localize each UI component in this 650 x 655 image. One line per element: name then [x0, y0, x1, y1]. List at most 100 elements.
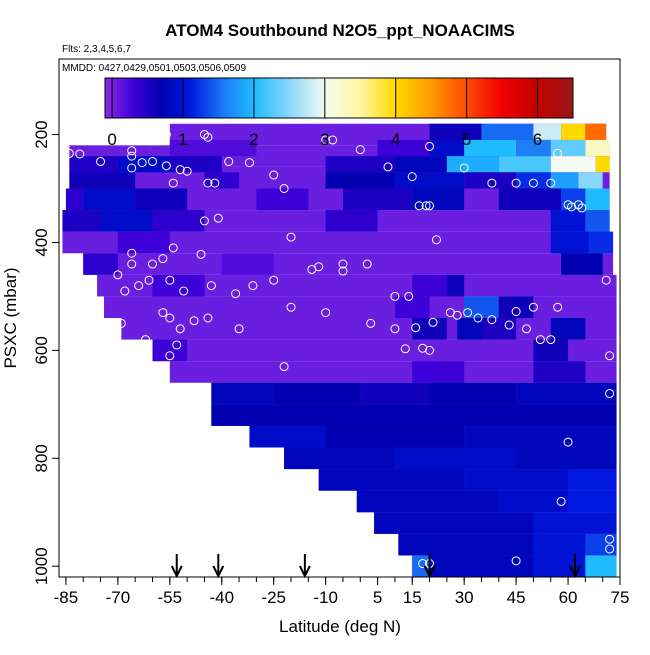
observation-marker [553, 302, 563, 312]
colorbar-tick-label: 0 [107, 130, 116, 149]
observation-marker [504, 320, 514, 330]
flight-arrow [423, 554, 436, 579]
observation-marker [286, 302, 296, 312]
heatmap-cell [169, 139, 257, 157]
heatmap-cell [284, 447, 395, 470]
observation-marker [511, 307, 521, 317]
dates-subtitle: MMDD: 0427,0429,0501,0503,0506,0509 [62, 63, 246, 74]
observation-marker [390, 324, 400, 334]
observation-marker [210, 178, 220, 188]
heatmap-cell [585, 210, 610, 232]
observation-marker [404, 291, 414, 301]
heatmap-cell [398, 533, 534, 556]
observation-marker [487, 315, 497, 325]
observation-marker [179, 286, 189, 296]
x-axis: -85 -70 -55 -40 -25 -10 5 15 30 45 60 75 [54, 577, 629, 607]
x-tick-label: -10 [313, 588, 338, 607]
heatmap-cell [394, 172, 465, 189]
observation-marker [148, 136, 157, 146]
heatmap-cell [550, 318, 586, 340]
observation-marker [605, 351, 615, 361]
heatmap-cell [578, 172, 603, 189]
heatmap-cell [550, 139, 586, 157]
observation-marker [400, 344, 410, 354]
observation-marker [248, 281, 258, 291]
heatmap-cell [412, 361, 465, 383]
observation-marker [556, 496, 566, 506]
heatmap-cell [464, 172, 517, 189]
observation-marker [158, 254, 168, 264]
heatmap-cell [152, 274, 205, 297]
heatmap-cell [568, 490, 617, 513]
heatmap-cell [394, 296, 430, 318]
heatmap-cell [533, 555, 586, 577]
heatmap-cell [69, 172, 136, 189]
heatmap-cell [69, 156, 118, 173]
x-tick-label: -40 [209, 588, 234, 607]
x-tick-label: -70 [106, 588, 131, 607]
heatmap-cell [135, 188, 188, 211]
observation-marker [452, 310, 462, 320]
observation-marker [321, 308, 331, 318]
heatmap-band [65, 188, 610, 211]
observation-marker [362, 259, 372, 269]
observation-marker [407, 172, 417, 182]
observation-marker [511, 178, 521, 188]
heatmap-cell [65, 188, 84, 211]
observation-marker [175, 165, 185, 175]
observation-marker [511, 556, 521, 566]
flight-arrow [170, 554, 183, 579]
heatmap-cell [100, 210, 153, 232]
colorbar-tick-label: 3 [320, 130, 329, 149]
heatmap-cell [83, 253, 118, 275]
heatmap-cell [356, 490, 499, 513]
heatmap-cell [62, 210, 101, 232]
observation-marker [127, 248, 137, 258]
heatmap-band [97, 274, 617, 297]
heatmap-cell [585, 123, 607, 140]
observation-marker [148, 259, 157, 269]
observation-marker [355, 145, 365, 155]
observation-marker [127, 146, 137, 156]
heatmap-cell [211, 404, 617, 426]
observation-marker [286, 232, 296, 242]
observation-marker [546, 335, 556, 345]
heatmap-cell [211, 382, 274, 405]
heatmap-cell [464, 296, 499, 318]
heatmap-band [83, 253, 614, 275]
observation-markers [64, 130, 615, 569]
x-tick-label: -55 [158, 588, 183, 607]
colorbar-ticks: 0 1 2 3 4 5 6 [107, 78, 542, 149]
observation-marker [390, 291, 400, 301]
observation-marker [425, 201, 435, 211]
heatmap-cell [516, 382, 617, 405]
flight-arrow [298, 554, 311, 579]
observation-marker [522, 324, 531, 334]
heatmap-cell [533, 533, 586, 556]
observation-marker [141, 335, 151, 345]
heatmap-cell [585, 555, 617, 577]
heatmap-cell [585, 139, 610, 157]
heatmap-band [152, 339, 617, 362]
heatmap-cell [481, 123, 534, 140]
heatmap-cell [152, 339, 188, 362]
x-tick-label: 15 [403, 588, 422, 607]
heatmap-cell [325, 425, 465, 448]
heatmap-cell [169, 156, 222, 173]
observation-marker [127, 259, 137, 269]
observation-marker [203, 178, 213, 188]
observation-marker [421, 201, 431, 211]
observation-marker [528, 178, 538, 188]
observation-marker [411, 323, 421, 333]
heatmap-cell [533, 339, 569, 362]
observation-marker [116, 318, 126, 328]
colorbar-gradient [104, 77, 574, 119]
heatmap-cell [360, 382, 430, 405]
colorbar-tick-label: 2 [249, 130, 258, 149]
heatmap-cell [325, 156, 395, 173]
heatmap-layer [62, 123, 617, 577]
observation-marker [134, 281, 144, 291]
flight-arrow [212, 554, 225, 579]
heatmap-cell [516, 447, 617, 470]
